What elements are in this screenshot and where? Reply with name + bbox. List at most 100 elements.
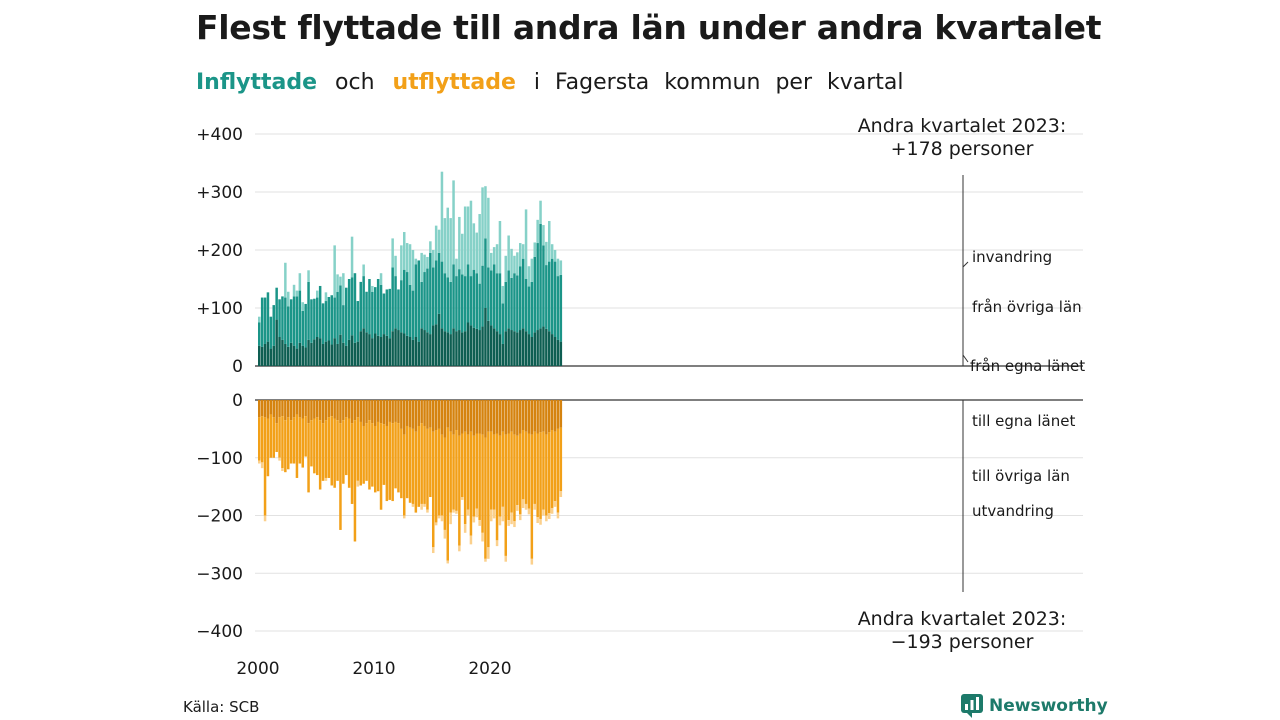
bar-outflow-own-county [397,400,400,424]
bar-inflow-own-county [388,338,391,366]
bar-outflow-own-county [313,400,316,419]
bar-inflow-immigration [487,197,490,268]
bar-inflow-own-county [365,332,368,366]
bar-outflow-other-counties [559,427,563,492]
bar-inflow-own-county [258,345,261,366]
bar-outflow-own-county [263,400,267,418]
bar-outflow-own-county [475,400,478,434]
bar-inflow-other-counties [539,223,542,329]
bar-inflow-immigration [403,232,406,270]
bar-inflow-immigration [484,186,487,239]
bar-outflow-own-county [417,400,420,426]
bar-outflow-own-county [345,400,348,418]
annotation-bottom-line-1: Andra kvartalet 2023: [858,608,1067,630]
bar-inflow-immigration [521,244,525,259]
bar-inflow-immigration [362,264,365,277]
bar-inflow-immigration [298,273,302,291]
bar-inflow-own-county [287,346,290,366]
bar-outflow-emigration [495,540,499,547]
bar-inflow-own-county [548,331,551,366]
bar-inflow-other-counties [408,284,412,337]
bar-outflow-own-county [260,400,264,417]
bar-inflow-other-counties [324,301,328,342]
bar-inflow-other-counties [411,290,415,340]
bar-outflow-other-counties [403,434,406,516]
bar-outflow-other-counties [495,433,499,541]
bar-outflow-other-counties [533,431,536,504]
bar-inflow-immigration [443,218,447,274]
bar-outflow-own-county [548,400,551,433]
bar-inflow-immigration [391,238,394,268]
bar-inflow-other-counties [379,284,383,337]
bar-inflow-immigration [539,200,542,224]
bar-inflow-own-county [411,339,415,366]
bar-inflow-immigration [350,236,354,278]
bar-inflow-immigration [530,258,534,282]
bar-outflow-emigration [475,508,478,518]
bar-inflow-own-county [414,337,418,366]
bar-inflow-immigration [548,221,551,262]
bar-outflow-own-county [269,400,273,415]
bar-outflow-own-county [533,400,536,432]
bar-outflow-emigration [521,499,525,508]
bar-outflow-own-county [527,400,531,434]
bar-inflow-own-county [446,332,449,366]
bar-inflow-other-counties [484,238,487,308]
bar-outflow-own-county [492,400,496,435]
bar-inflow-other-counties [301,310,304,346]
bar-inflow-other-counties [336,291,339,344]
bar-inflow-own-county [368,334,371,366]
bar-inflow-immigration [324,292,328,302]
bar-outflow-own-county [463,400,467,432]
bar-outflow-other-counties [420,423,423,504]
bar-outflow-own-county [432,400,435,432]
bar-outflow-other-counties [440,434,444,516]
bar-outflow-other-counties [353,420,357,542]
bar-inflow-own-county [289,342,293,366]
series-label-from-own-county: från egna länet [970,357,1085,375]
bar-inflow-immigration [336,274,339,292]
bar-outflow-other-counties [492,434,496,510]
chart-subtitle: Inflyttade och utflyttade i Fagersta kommun… [196,70,912,95]
bar-outflow-other-counties [382,424,386,485]
bar-outflow-own-county [455,400,458,431]
bar-outflow-own-county [324,400,328,421]
bar-outflow-emigration [440,515,444,522]
bar-inflow-immigration [524,209,528,279]
bar-outflow-other-counties [536,433,539,518]
series-label-from-other-counties: från övriga län [972,298,1082,316]
bar-outflow-own-county [365,400,368,424]
bar-outflow-own-county [330,400,333,417]
bar-inflow-own-county [281,339,284,366]
bar-inflow-own-county [359,331,362,366]
bar-inflow-other-counties [516,275,519,333]
bar-inflow-other-counties [284,297,287,344]
bar-outflow-other-counties [371,423,374,487]
bar-outflow-other-counties [260,416,264,463]
bar-inflow-immigration [400,245,403,281]
bar-inflow-own-county [527,334,531,366]
bar-inflow-other-counties [272,305,275,346]
bar-outflow-own-county [408,400,412,428]
bar-outflow-other-counties [452,434,455,510]
bar-outflow-emigration [510,512,513,525]
bar-outflow-own-county [466,400,470,435]
bar-inflow-own-county [339,334,342,366]
y-tick-label-lower: 0 [232,391,243,411]
bar-outflow-own-county [446,400,449,428]
bar-inflow-own-county [461,332,464,366]
bar-outflow-emigration [432,547,435,554]
bar-outflow-own-county [403,400,406,435]
bar-inflow-immigration [434,225,438,261]
bar-outflow-own-county [524,400,528,432]
bar-inflow-other-counties [504,281,507,332]
bar-outflow-other-counties [333,418,336,488]
bar-inflow-immigration [301,302,304,311]
bar-outflow-other-counties [507,433,510,521]
subtitle-word: Fagersta [555,70,650,95]
bar-outflow-own-county [342,400,345,421]
bar-outflow-other-counties [530,434,534,559]
bar-outflow-emigration [258,460,261,464]
bar-outflow-own-county [556,400,560,429]
bar-inflow-own-county [278,337,281,366]
